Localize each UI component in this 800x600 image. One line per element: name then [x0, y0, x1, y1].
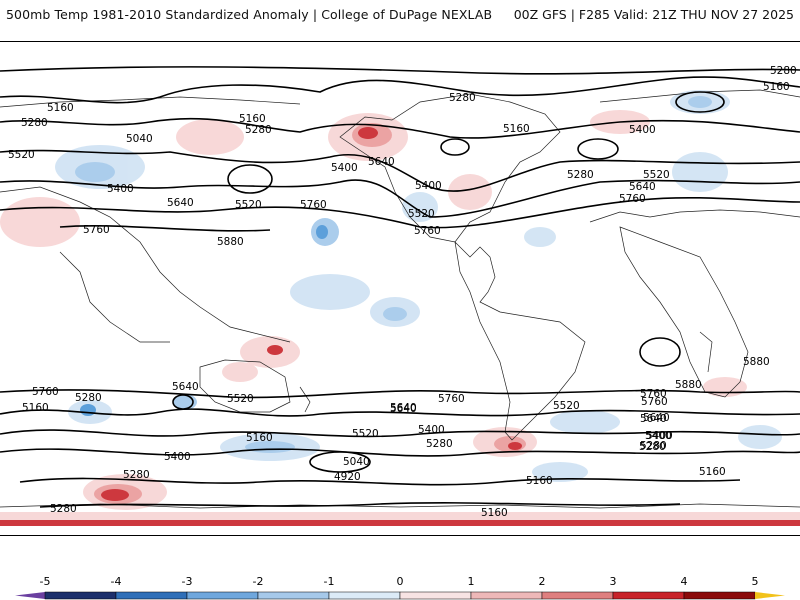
colorbar-tick-label: -4 [111, 575, 122, 588]
colorbar-arrow-low [15, 592, 45, 599]
contour-label: 5640 [167, 197, 194, 209]
colorbar-tick-label: 1 [468, 575, 475, 588]
contour-label: 5160 [22, 402, 49, 414]
contour-label: 5400 [331, 162, 358, 174]
colorbar-tick-label: -1 [324, 575, 335, 588]
contour-label: 5760 [32, 386, 59, 398]
contour-label: 5280 [426, 438, 453, 450]
contour-label: 5160 [503, 123, 530, 135]
colorbar-segment [186, 591, 259, 600]
contour-label: 5400 [164, 451, 191, 463]
colorbar-segment [612, 591, 685, 600]
contour-label: 5160 [526, 475, 553, 487]
contour-label: 5520 [352, 428, 379, 440]
contour-label: 5400 [415, 180, 442, 192]
contour-label: 5160 [481, 507, 508, 519]
contour-label: 5880 [217, 236, 244, 248]
map-canvas: 5280 5160 5160 5280 5040 5160 5280 5520 … [0, 65, 800, 526]
contour-label: 5160 [763, 81, 790, 93]
contour-label: 5400 [418, 424, 445, 436]
colorbar-segment [328, 591, 401, 600]
colorbar-tick-label: 0 [397, 575, 404, 588]
colorbar-segment [115, 591, 188, 600]
contour-label: 5160 [699, 466, 726, 478]
anomaly-map[interactable]: 5280 5160 5160 5280 5040 5160 5280 5520 … [0, 41, 800, 536]
contour-label: 5400 [645, 430, 672, 442]
colorbar-tick-label: 5 [752, 575, 759, 588]
contour-label: 5160 [246, 432, 273, 444]
colorbar-tick-label: -3 [182, 575, 193, 588]
contour-label: 5280 [449, 92, 476, 104]
height-contours [0, 66, 800, 508]
contour-label: 5040 [126, 133, 153, 145]
contour-label: 5280 [640, 440, 667, 452]
contour-label: 5520 [8, 149, 35, 161]
colorbar-segment [44, 591, 117, 600]
contour-label: 5640 [390, 402, 417, 414]
contour-label: 5400 [629, 124, 656, 136]
contour-label: 5280 [21, 117, 48, 129]
model-run-info: 00Z GFS | F285 Valid: 21Z THU NOV 27 202… [513, 7, 794, 22]
colorbar-segment [399, 591, 472, 600]
contour-label: 5040 [343, 456, 370, 468]
contour-label: 5640 [368, 156, 395, 168]
colorbar-tick-label: 2 [539, 575, 546, 588]
contour-label: 5640 [390, 403, 417, 415]
contour-label: 5280 [245, 124, 272, 136]
contour-label: 5520 [227, 393, 254, 405]
colorbar-segment [683, 591, 756, 600]
colorbar-segment [541, 591, 614, 600]
contour-label: 5520 [553, 400, 580, 412]
colorbar-segment [257, 591, 330, 600]
contour-label: 5400 [646, 430, 673, 442]
contour-label: 5160 [47, 102, 74, 114]
contour-label: 5760 [641, 396, 668, 408]
contour-label: 5760 [300, 199, 327, 211]
contour-label: 4920 [334, 471, 361, 483]
contour-label: 5640 [640, 413, 667, 425]
contour-label: 5400 [107, 183, 134, 195]
contour-label: 5760 [438, 393, 465, 405]
contour-label: 5280 [50, 503, 77, 515]
contour-label: 5760 [619, 193, 646, 205]
contour-labels: 5280 5160 5160 5280 5040 5160 5280 5520 … [8, 65, 797, 519]
contour-label: 5280 [75, 392, 102, 404]
contour-label: 5160 [239, 113, 266, 125]
contour-label: 5880 [675, 379, 702, 391]
coastlines [0, 89, 800, 509]
contour-label: 5880 [743, 356, 770, 368]
colorbar: -5 -4 -3 -2 -1 0 1 2 3 4 5 [0, 570, 800, 600]
colorbar-ticks: -5 -4 -3 -2 -1 0 1 2 3 4 5 [40, 575, 759, 588]
contour-label: 5640 [172, 381, 199, 393]
contour-label: 5520 [235, 199, 262, 211]
contour-label: 5280 [770, 65, 797, 77]
colorbar-arrow-high [755, 592, 785, 599]
contour-label: 5280 [123, 469, 150, 481]
contour-label: 5640 [643, 412, 670, 424]
contour-label: 5640 [629, 181, 656, 193]
header: 500mb Temp 1981-2010 Standardized Anomal… [0, 0, 800, 30]
colorbar-tick-label: -5 [40, 575, 51, 588]
contour-label: 5760 [414, 225, 441, 237]
colorbar-segment [470, 591, 543, 600]
contour-label: 5520 [643, 169, 670, 181]
colorbar-tick-label: 3 [610, 575, 617, 588]
contour-label: 5760 [640, 388, 667, 400]
contour-label: 5760 [83, 224, 110, 236]
colorbar-tick-label: 4 [681, 575, 688, 588]
page-title: 500mb Temp 1981-2010 Standardized Anomal… [6, 7, 493, 22]
contour-label: 5280 [639, 441, 666, 453]
cool-anomaly-shading [55, 90, 782, 482]
colorbar-segments [15, 591, 785, 600]
colorbar-tick-label: -2 [253, 575, 264, 588]
colorbar-canvas: -5 -4 -3 -2 -1 0 1 2 3 4 5 [15, 575, 785, 600]
contour-label: 5280 [567, 169, 594, 181]
contour-label: 5520 [408, 208, 435, 220]
